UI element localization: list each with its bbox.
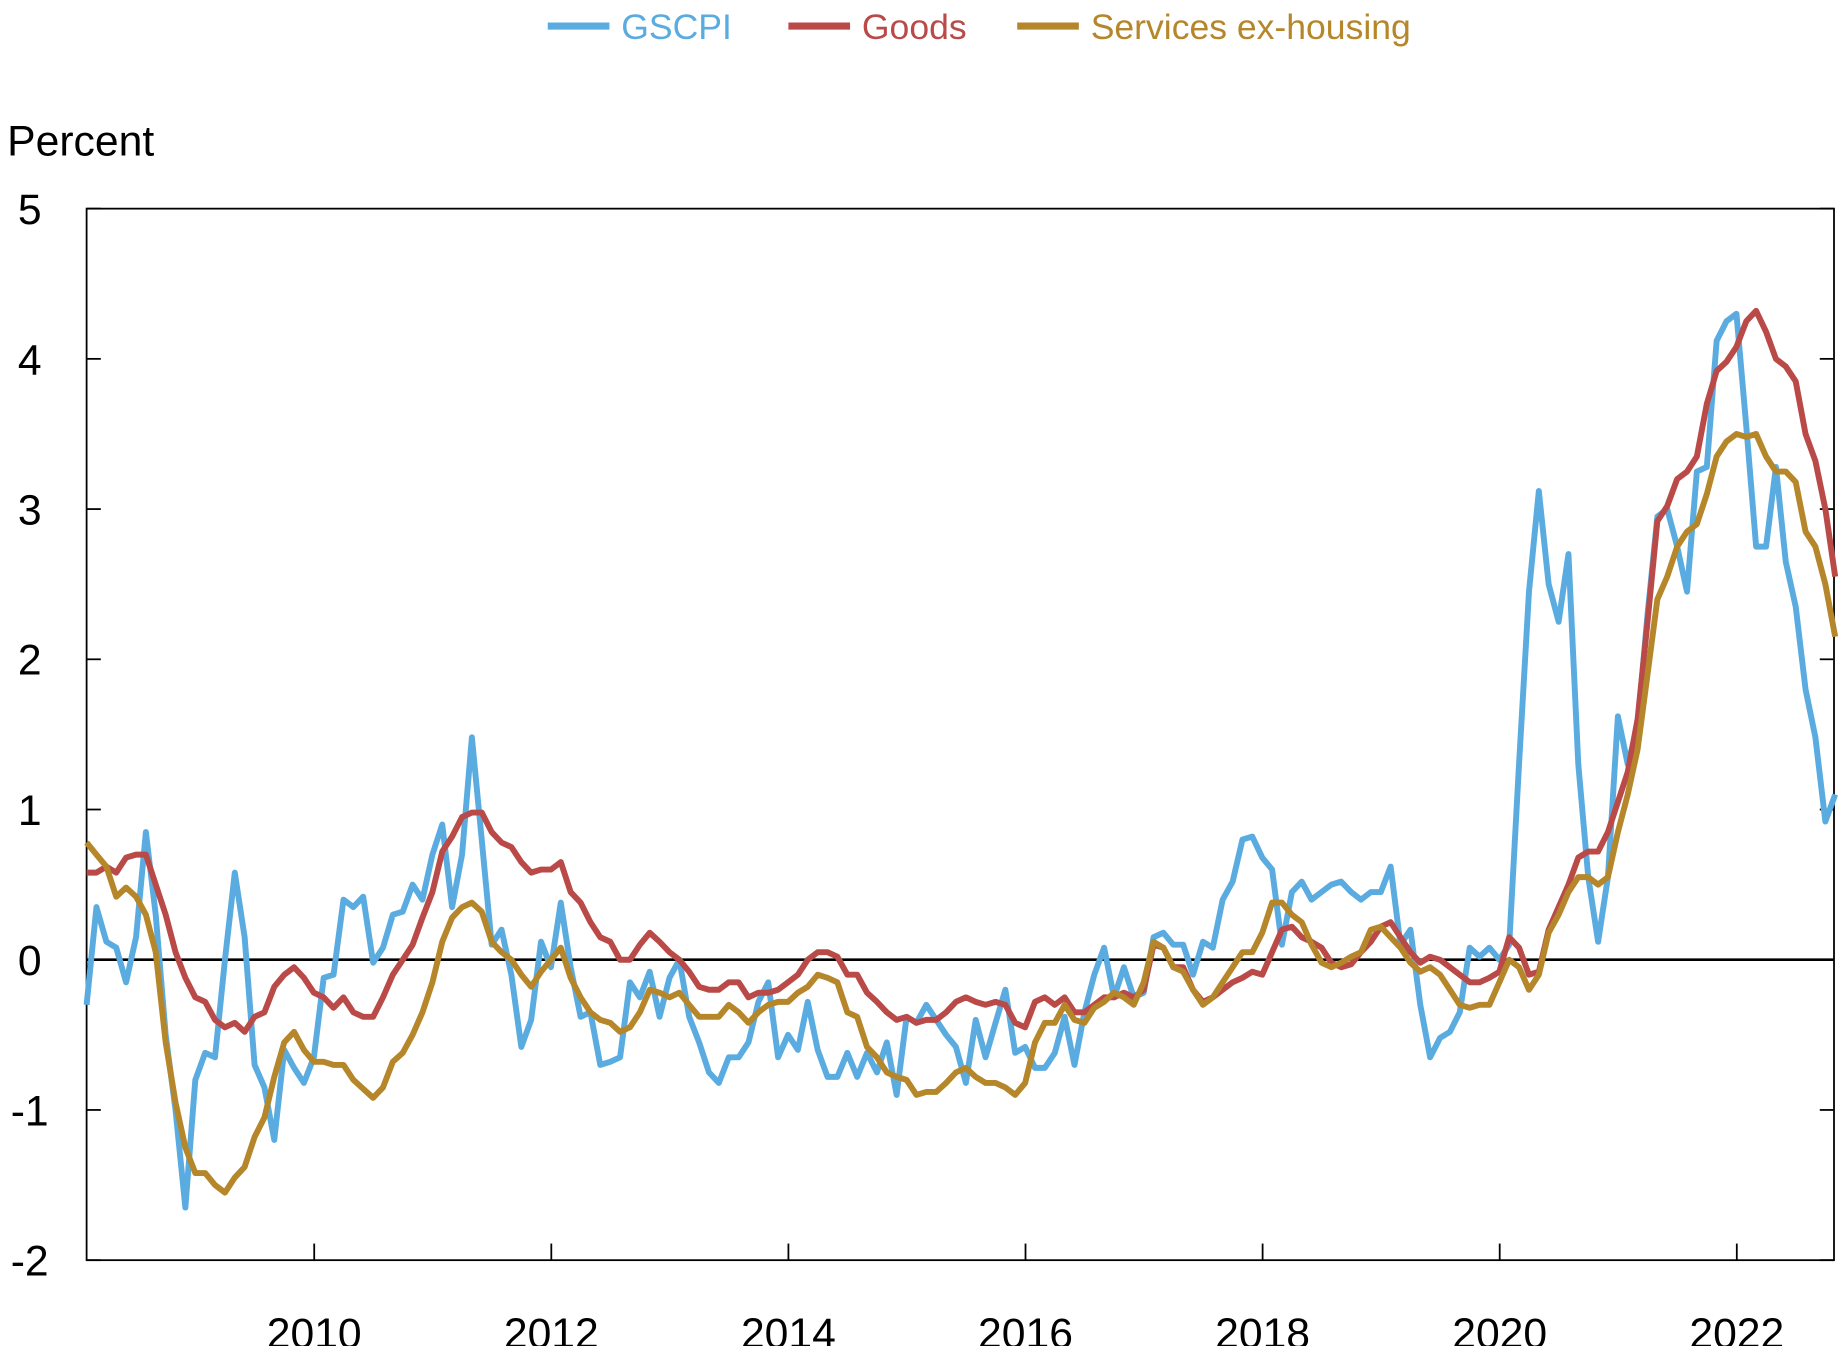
legend: GSCPI Goods Services ex-housing: [547, 7, 1411, 47]
legend-item: Services ex-housing: [1017, 7, 1411, 47]
x-tick-label: 2018: [1215, 1310, 1310, 1346]
x-tick-label: 2010: [267, 1310, 362, 1346]
series-line-services-ex-housing: [84, 431, 1839, 1196]
legend-label: GSCPI: [621, 7, 732, 47]
y-tick-label: 3: [18, 486, 42, 534]
x-tick-label: 2012: [504, 1310, 599, 1346]
axis-ticks: -2 -1 0 1 2 3 4 5 2010 2012 2014 2016 2018 2020 2022: [11, 186, 1835, 1346]
legend-item: GSCPI: [547, 7, 732, 47]
y-tick-label: 2: [18, 637, 42, 685]
x-tick-label: 2022: [1689, 1310, 1784, 1346]
y-tick-label: 4: [18, 336, 42, 384]
y-tick-label: -2: [11, 1238, 49, 1286]
legend-label: Goods: [862, 7, 967, 47]
series-lines: [83, 307, 1839, 1211]
series-line-gscpi: [83, 310, 1838, 1211]
plot-frame: [85, 207, 1835, 1262]
y-tick-label: 0: [18, 937, 42, 985]
x-tick-label: 2014: [741, 1310, 836, 1346]
legend-label: Services ex-housing: [1091, 7, 1411, 47]
y-tick-label: 1: [18, 787, 42, 835]
y-tick-label: -1: [11, 1087, 49, 1135]
x-tick-label: 2016: [978, 1310, 1073, 1346]
legend-item: Goods: [788, 7, 967, 47]
x-tick-label: 2020: [1452, 1310, 1547, 1346]
y-axis-label: Percent: [7, 117, 154, 165]
y-tick-label: 5: [18, 186, 42, 234]
